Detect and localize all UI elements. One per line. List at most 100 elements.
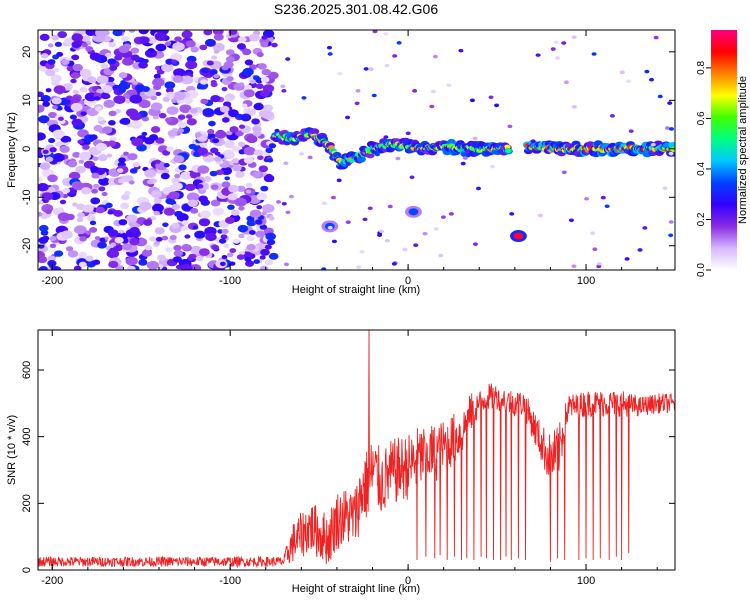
noise-cell <box>260 248 270 256</box>
noise-cell <box>38 91 44 98</box>
faint-cell <box>465 153 471 158</box>
faint-cell <box>568 218 574 223</box>
noise-cell <box>246 219 257 227</box>
noise-cell <box>257 63 267 70</box>
noise-cell <box>255 83 264 90</box>
faint-cell <box>509 212 515 216</box>
noise-cell <box>207 129 215 135</box>
noise-cell <box>166 146 174 152</box>
snr-y-axis: 0 200 400 600 <box>21 361 675 573</box>
noise-cell <box>147 47 155 54</box>
noise-cell <box>95 206 106 214</box>
noise-cell <box>45 68 56 77</box>
noise-cell <box>171 222 180 229</box>
noise-cell <box>264 244 272 250</box>
noise-cell <box>114 108 122 114</box>
colorbar-axis: 0.0 0.2 0.4 0.6 0.8 <box>696 61 711 277</box>
noise-cell <box>171 59 178 64</box>
faint-cell <box>345 162 351 166</box>
faint-cell <box>571 264 577 268</box>
noise-cell <box>47 255 56 262</box>
faint-cell <box>530 139 536 144</box>
noise-cell <box>141 86 150 93</box>
noise-cell <box>221 87 228 92</box>
faint-cell <box>619 70 625 75</box>
spectrogram-cells <box>38 30 675 270</box>
noise-cell <box>51 34 60 41</box>
noise-cell <box>232 158 240 164</box>
noise-cell <box>77 212 85 218</box>
noise-cell <box>93 183 100 189</box>
noise-cell <box>172 256 183 263</box>
noise-cell <box>253 102 264 111</box>
noise-cell <box>238 233 245 239</box>
noise-cell <box>49 236 57 242</box>
noise-cell <box>210 94 221 103</box>
noise-cell <box>213 33 224 41</box>
noise-cell <box>236 43 246 50</box>
noise-cell <box>132 162 140 168</box>
noise-cell <box>54 141 64 147</box>
colorbar-tick-label: 0.8 <box>696 61 707 75</box>
noise-cell <box>246 243 256 251</box>
noise-cell <box>79 236 87 242</box>
y-tick-label: 0 <box>21 146 33 152</box>
noise-cell <box>218 238 227 244</box>
noise-cell <box>82 204 94 213</box>
noise-cell <box>40 94 51 103</box>
noise-cell <box>201 67 209 74</box>
noise-cell <box>94 106 103 112</box>
faint-cell <box>298 134 304 139</box>
noise-cell <box>154 240 161 246</box>
noise-cell <box>197 165 210 174</box>
noise-cell <box>236 254 245 260</box>
faint-cell <box>321 267 327 270</box>
snr-x-axis: -200 -100 0 100 <box>41 330 658 587</box>
noise-cell <box>85 255 94 262</box>
noise-cell <box>173 155 185 164</box>
noise-cell <box>128 30 136 33</box>
spectrogram-x-axis: -200 -100 0 100 <box>41 30 658 287</box>
noise-cell <box>107 140 117 147</box>
noise-cell <box>210 82 218 88</box>
faint-cell <box>446 83 452 87</box>
faint-cell <box>662 186 668 190</box>
noise-cell <box>121 194 130 201</box>
noise-cell <box>101 85 113 94</box>
noise-cell <box>228 109 239 118</box>
noise-cell <box>54 250 64 257</box>
y-tick-label: 10 <box>21 94 33 106</box>
noise-cell <box>98 186 106 192</box>
noise-cell <box>185 60 198 70</box>
noise-cell <box>155 236 163 242</box>
noise-cell <box>249 79 256 84</box>
faint-cell <box>285 57 291 61</box>
noise-cell <box>200 98 209 105</box>
noise-cell <box>180 225 189 232</box>
noise-cell <box>234 197 247 207</box>
x-tick-label: 100 <box>577 275 595 287</box>
noise-cell <box>252 75 260 81</box>
noise-cell <box>81 42 88 48</box>
noise-cell <box>41 192 54 201</box>
faint-cell <box>283 262 289 267</box>
noise-cell <box>121 36 129 42</box>
faint-cell <box>299 152 305 156</box>
noise-cell <box>68 171 81 180</box>
faint-cell <box>448 212 454 216</box>
y-tick-label: 20 <box>21 46 33 58</box>
line-cell <box>670 147 675 153</box>
noise-cell <box>172 42 185 52</box>
faint-cell <box>368 67 374 71</box>
faint-cell <box>327 52 333 56</box>
faint-cell <box>644 69 650 74</box>
noise-cell <box>244 59 254 66</box>
noise-cell <box>162 149 171 156</box>
noise-cell <box>162 222 169 228</box>
snr-background <box>38 330 675 570</box>
noise-cell <box>263 174 275 183</box>
noise-cell <box>120 202 130 210</box>
noise-cell <box>138 30 149 35</box>
noise-cell <box>221 254 228 260</box>
noise-cell <box>95 142 108 152</box>
